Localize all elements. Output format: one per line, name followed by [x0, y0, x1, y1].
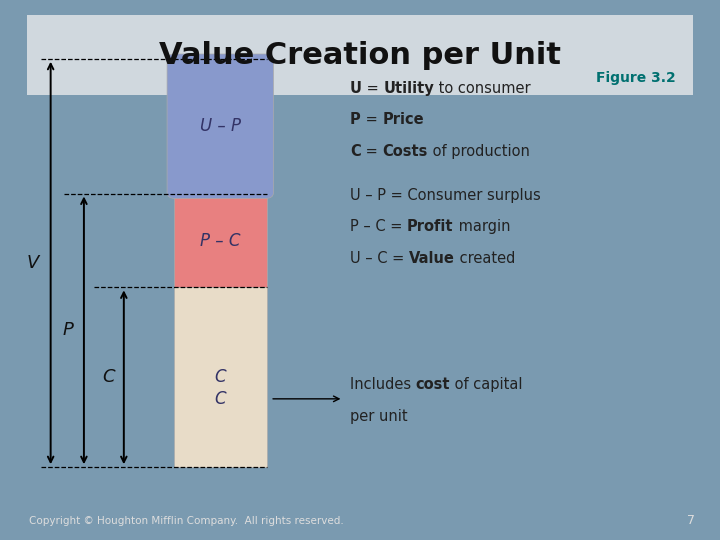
Text: of capital: of capital — [450, 377, 523, 392]
Text: P – C: P – C — [200, 232, 240, 249]
Text: C: C — [215, 390, 226, 408]
Text: created: created — [455, 251, 515, 266]
Text: U: U — [350, 80, 362, 96]
Text: Utility: Utility — [383, 80, 434, 96]
Text: of production: of production — [428, 144, 529, 159]
Text: Price: Price — [382, 112, 424, 127]
Text: =: = — [361, 112, 382, 127]
Text: Value: Value — [409, 251, 455, 266]
Text: 7: 7 — [687, 514, 695, 526]
Text: P – C =: P – C = — [350, 219, 407, 234]
Text: U – P = Consumer surplus: U – P = Consumer surplus — [350, 187, 541, 202]
Text: =: = — [361, 144, 382, 159]
Text: per unit: per unit — [350, 409, 408, 423]
Text: P: P — [63, 321, 73, 339]
Text: to consumer: to consumer — [434, 80, 531, 96]
Text: Profit: Profit — [407, 219, 454, 234]
Text: P: P — [350, 112, 361, 127]
Text: U – C =: U – C = — [350, 251, 409, 266]
Text: Costs: Costs — [382, 144, 428, 159]
Text: C: C — [215, 368, 226, 386]
FancyBboxPatch shape — [167, 54, 274, 198]
Bar — [174, 287, 267, 467]
Text: U – P: U – P — [199, 117, 240, 135]
Text: Copyright © Houghton Mifflin Company.  All rights reserved.: Copyright © Houghton Mifflin Company. Al… — [29, 516, 343, 526]
Text: cost: cost — [415, 377, 450, 392]
Text: Includes: Includes — [350, 377, 415, 392]
Bar — [174, 193, 267, 287]
Text: C: C — [102, 368, 114, 386]
Bar — [27, 15, 693, 95]
Text: margin: margin — [454, 219, 510, 234]
Text: Figure 3.2: Figure 3.2 — [596, 71, 676, 85]
Text: C: C — [350, 144, 361, 159]
Text: V: V — [27, 254, 39, 272]
Text: =: = — [362, 80, 383, 96]
Text: Value Creation per Unit: Value Creation per Unit — [159, 40, 561, 70]
